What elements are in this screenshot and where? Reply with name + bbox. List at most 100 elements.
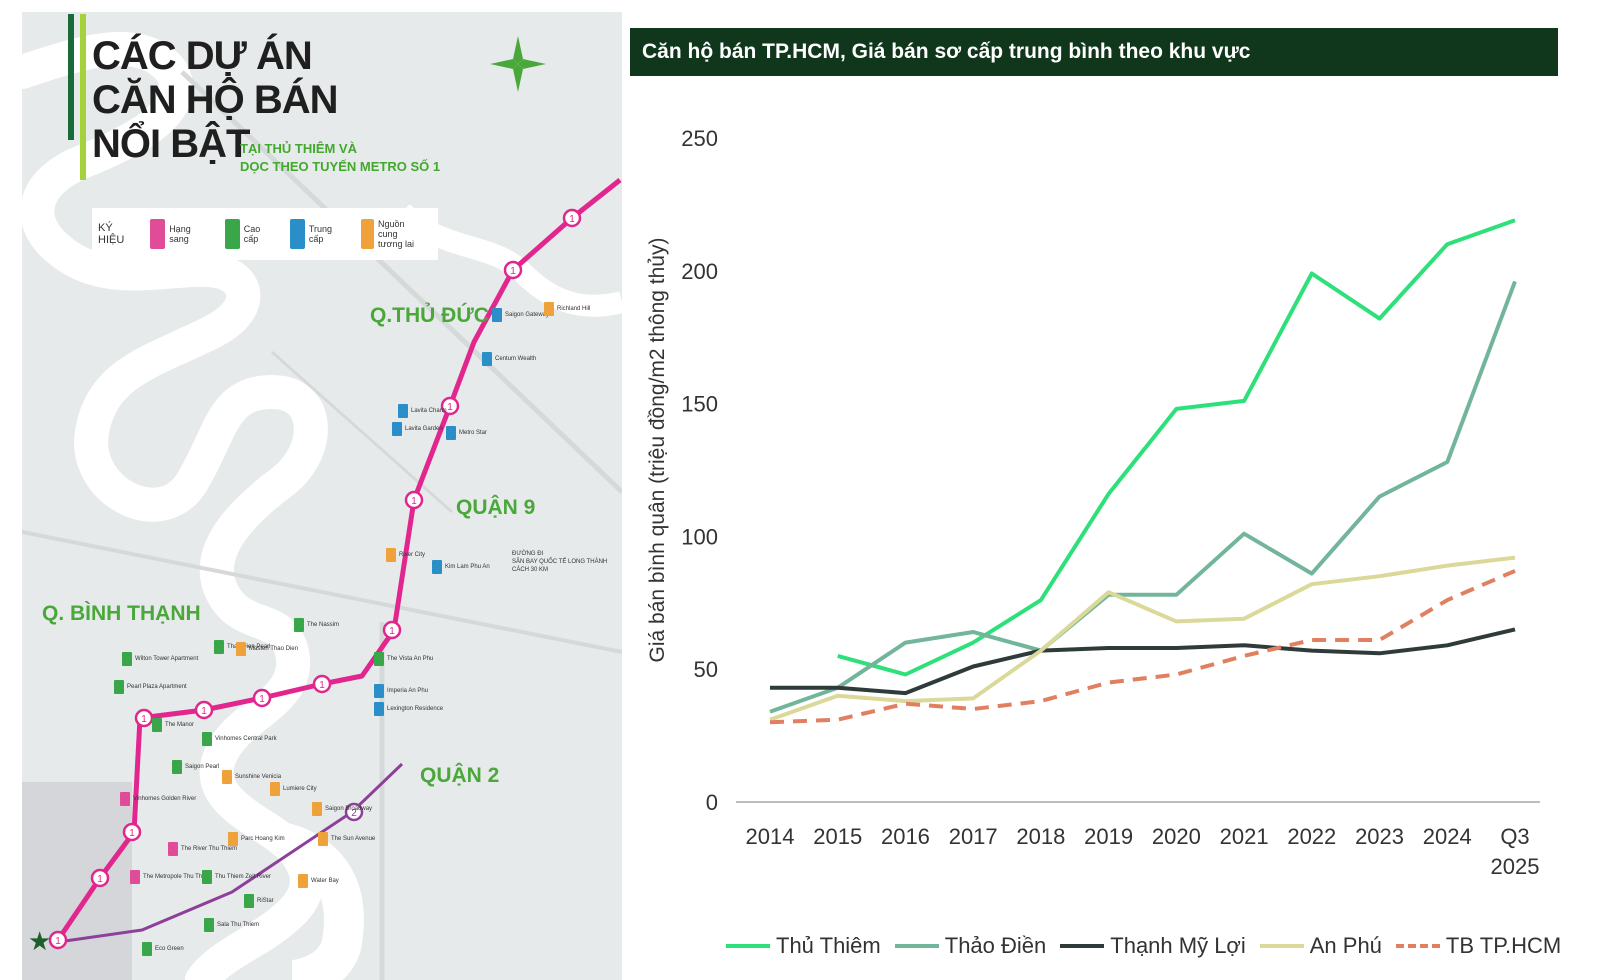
map-project-marker: Vinhomes Central Park [202, 732, 277, 746]
metro-station-label: 1 [141, 714, 147, 725]
chart-legend: Thủ Thiêm Thảo Điền Thạnh Mỹ Lợi An Phú TB T… [726, 926, 1561, 966]
map-subtitle-line: TẠI THỦ THIÊM VÀ [240, 141, 357, 156]
map-project-marker: The Manor [152, 718, 194, 732]
building-icon [214, 640, 224, 654]
map-legend-label: Cao cấp [243, 224, 261, 244]
map-project-marker: Saigon Pearl [172, 760, 219, 774]
building-icon [386, 548, 396, 562]
metro-station-icon [562, 208, 582, 228]
chart-legend-item: Thạnh Mỹ Lợi [1060, 933, 1246, 959]
series-line-tb-tp-hcm [769, 569, 1516, 725]
map-legend-item: Trung cấp [289, 219, 347, 249]
x-tick-label: 2015 [813, 824, 862, 849]
district-label-quan-2: QUẬN 2 [420, 764, 500, 787]
metro-station-label: 1 [55, 936, 61, 947]
map-project-label: Vinhomes Golden River [133, 796, 197, 802]
map-project-label: The River Thu Thiem [181, 846, 238, 852]
x-tick-label: 2018 [1016, 824, 1065, 849]
road [180, 70, 622, 494]
map-project-marker: Sunshine Venicia [222, 770, 281, 784]
map-project-label: Centum Wealth [495, 356, 537, 362]
building-icon [222, 770, 232, 784]
building-icon [244, 894, 254, 908]
map-project-label: Water Bay [311, 878, 339, 884]
chart-legend-label: Thảo Điền [944, 933, 1047, 958]
metro-station-icon [90, 868, 110, 888]
metro-station-label: 1 [319, 680, 325, 691]
series-line-th-thi-m [837, 218, 1516, 677]
x-tick-label: 2020 [1152, 824, 1201, 849]
chart-legend-label: Thạnh Mỹ Lợi [1110, 933, 1246, 958]
district-label-quan-9: QUẬN 9 [456, 496, 536, 519]
map-legend-item: Cao cấp [224, 219, 276, 249]
metro-station-icon [404, 490, 424, 510]
metro-station-label: 1 [569, 214, 575, 225]
building-icon [172, 760, 182, 774]
map-project-marker: Eco Green [142, 942, 184, 956]
building-icon [482, 352, 492, 366]
metro-station-icon [252, 688, 272, 708]
map-project-label: Kim Lam Phu An [445, 564, 490, 570]
building-icon [318, 832, 328, 846]
building-icon [270, 782, 280, 796]
map-project-label: Lexington Residence [387, 706, 444, 712]
metro-station-label: 2 [351, 808, 357, 819]
building-icon [544, 302, 554, 316]
star-icon: ★ [28, 926, 52, 956]
metro-station-icon [312, 674, 332, 694]
building-icon [149, 219, 166, 249]
building-icon [374, 652, 384, 666]
map-project-label: Vinhomes Central Park [215, 736, 277, 742]
metro-station-icon [48, 930, 68, 950]
map-legend-label: Trung cấp [308, 224, 333, 244]
map-project-marker: Sala Thu Thiem [204, 918, 259, 932]
y-tick-label: 250 [681, 126, 718, 151]
map-panel: 1 1 1 1 1 1 1 1 1 1 1 1 2 CÁC DỰ ÁN CĂN HỘ BÁN NỔI B… [22, 12, 622, 980]
metro-station-icon [440, 396, 460, 416]
chart-legend-label: An Phú [1309, 933, 1382, 958]
series-line-th-o-i-n [769, 280, 1517, 714]
series-line-th-nh-m-l-i [770, 627, 1516, 696]
building-icon [374, 684, 384, 698]
map-project-marker: Imperia An Phu [374, 684, 428, 698]
map-project-label: The Nassim [307, 622, 340, 628]
city-grid [22, 782, 132, 980]
building-icon [446, 426, 456, 440]
map-project-label: Wilton Tower Apartment [135, 656, 199, 662]
map-legend: KÝ HIỆU Hạng sang Cao cấp Trung cấp Nguồ… [92, 208, 438, 260]
map-project-label: Richland Hill [557, 306, 591, 312]
map-project-label: Eco Green [155, 946, 184, 952]
legend-swatch [1060, 944, 1105, 948]
building-icon [204, 918, 214, 932]
map-project-label: Parc Hoang Kim [241, 836, 285, 842]
x-tick-label: 2022 [1287, 824, 1336, 849]
map-project-label: Thao Dien Pearl [227, 644, 271, 650]
metro-station-label: 1 [389, 626, 395, 637]
map-legend-label: Nguồn cung tương lai [378, 219, 414, 249]
x-tick-label: 2016 [881, 824, 930, 849]
map-project-marker: Parc Hoang Kim [228, 832, 285, 846]
map-project-label: Saigon Gateway [505, 312, 550, 318]
metro-station-label: 1 [129, 828, 135, 839]
y-tick-label: 0 [706, 790, 718, 815]
map-project-marker: Thu Thiem Zeit River [202, 870, 271, 884]
building-icon [236, 642, 246, 656]
map-project-marker: Centum Wealth [482, 352, 536, 366]
map-subtitle: TẠI THỦ THIÊM VÀ DỌC THEO TUYẾN METRO SỐ… [240, 140, 470, 176]
map-title-line: NỔI BẬT [92, 122, 250, 166]
line-chart: Giá bán bình quân (triệu đồng/m2 thông t… [646, 126, 1540, 879]
map-project-marker: RiStar [244, 894, 274, 908]
chart-legend-item: TB TP.HCM [1395, 933, 1561, 959]
building-icon [361, 219, 375, 249]
building-icon [432, 560, 442, 574]
building-icon [492, 308, 502, 322]
y-axis-label: Giá bán bình quân (triệu đồng/m2 thông t… [646, 238, 669, 663]
metro-station-label: 1 [411, 496, 417, 507]
map-background: 1 1 1 1 1 1 1 1 1 1 1 1 2 [22, 31, 622, 980]
map-project-label: The Manor [165, 722, 195, 728]
chart-title: Căn hộ bán TP.HCM, Giá bán sơ cấp trung … [630, 28, 1558, 76]
map-project-marker: Masteri Thao Dien [236, 642, 298, 656]
map-project-marker: River City [386, 548, 425, 562]
river-branch-2 [276, 822, 364, 980]
map-project-label: RiStar [257, 898, 274, 904]
